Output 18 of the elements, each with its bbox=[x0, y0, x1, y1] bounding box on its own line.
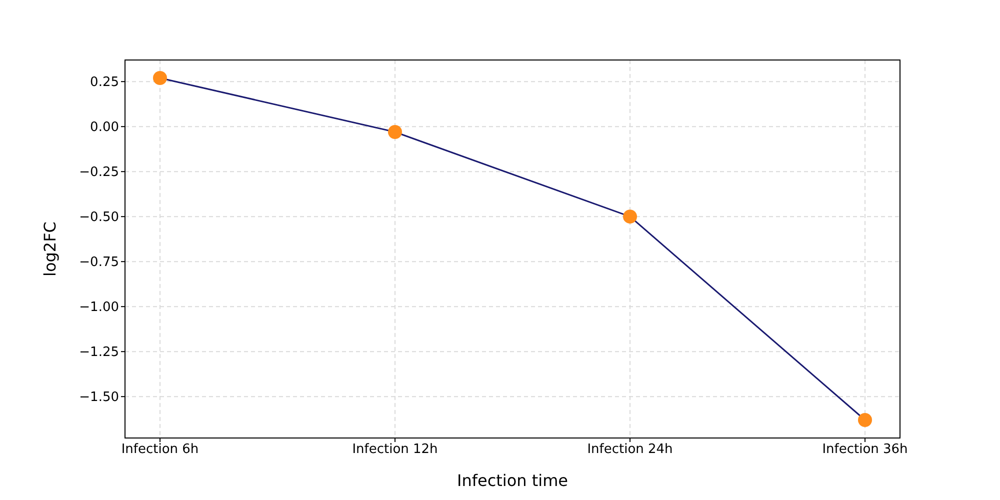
y-tick-label: −0.25 bbox=[79, 165, 119, 180]
y-tick-label: −1.00 bbox=[79, 300, 119, 316]
y-tick-label: −1.50 bbox=[79, 390, 119, 406]
point bbox=[623, 210, 637, 224]
y-tick-label: −0.50 bbox=[79, 210, 119, 226]
x-tick-label: Infection 12h bbox=[352, 442, 438, 458]
point bbox=[153, 71, 167, 85]
x-tick-label: Infection 6h bbox=[121, 442, 199, 458]
y-axis-title: log2FC bbox=[40, 222, 60, 276]
x-tick-label: Infection 24h bbox=[587, 442, 673, 458]
y-tick-label: 0.25 bbox=[90, 75, 119, 90]
y-tick-label: −0.75 bbox=[79, 255, 119, 270]
y-tick-label: −1.25 bbox=[79, 345, 119, 360]
x-axis-title: Infection time bbox=[456, 471, 568, 490]
point bbox=[388, 125, 402, 139]
y-tick-label: 0.00 bbox=[90, 120, 119, 136]
x-tick-label: Infection 36h bbox=[822, 442, 908, 458]
point bbox=[858, 413, 872, 427]
